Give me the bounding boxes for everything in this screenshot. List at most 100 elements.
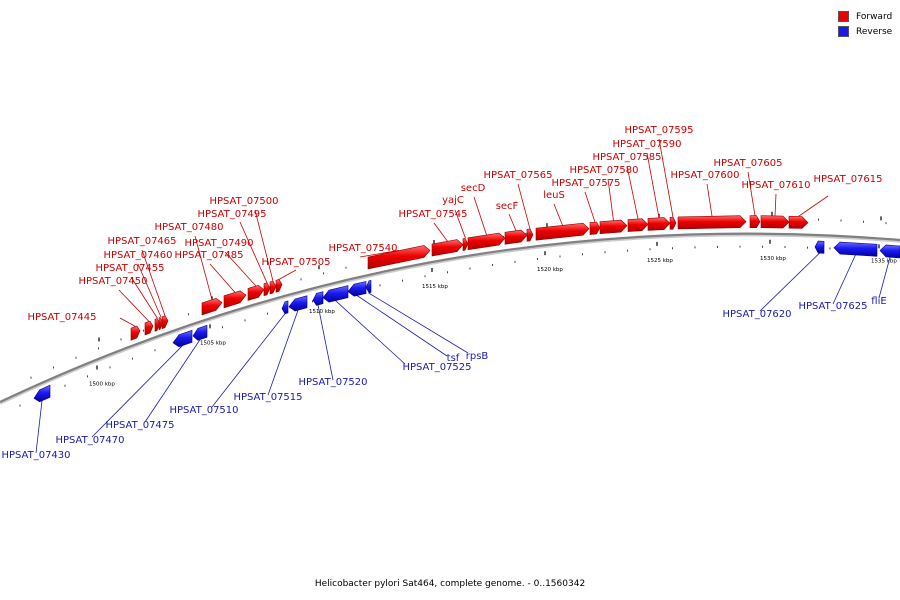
reverse-gene-arrow (322, 285, 349, 303)
gene-label: HPSAT_07525 (402, 362, 471, 373)
gene-label: HPSAT_07470 (55, 435, 124, 446)
gene-label: HPSAT_07575 (551, 178, 620, 189)
gene-labels: HPSAT_07445 HPSAT_07450 HPSAT_07455 HPSAT_0… (1, 125, 886, 461)
forward-gene-arrow (788, 215, 809, 229)
leader-line (553, 203, 563, 226)
tick-label: 1530 kbp (760, 256, 786, 262)
forward-gene-arrow (269, 280, 277, 295)
forward-gene-arrow (144, 320, 154, 336)
gene-label: HPSAT_07595 (624, 125, 693, 136)
gene-label: HPSAT_07600 (670, 170, 739, 181)
leader-line (473, 196, 487, 236)
forward-gene-arrow (467, 232, 506, 251)
leader-line (747, 171, 756, 216)
forward-gene-arrow (760, 215, 790, 229)
forward-gene-arrow (367, 245, 431, 270)
leader-line (239, 221, 268, 283)
leader-line (759, 252, 820, 312)
gene-label: HPSAT_07495 (197, 209, 266, 220)
forward-gene-arrow (201, 298, 223, 316)
gene-label: yajC (442, 195, 464, 206)
leader-line (359, 249, 400, 258)
gene-label: HPSAT_07455 (95, 263, 164, 274)
gene-label: secD (461, 183, 486, 194)
gene-label: HPSAT_07490 (184, 238, 253, 249)
leader-line (584, 191, 596, 223)
gene-label: HPSAT_07625 (798, 301, 867, 312)
reverse-gene-arrow (172, 329, 193, 348)
gene-label: HPSAT_07605 (713, 158, 782, 169)
forward-gene-arrow (535, 222, 590, 241)
legend-item-reverse: Reverse (838, 24, 892, 39)
forward-gene-arrow (677, 215, 747, 230)
forward-gene-arrow (589, 221, 601, 235)
leader-line (832, 254, 856, 305)
gene-label: HPSAT_07515 (233, 392, 302, 403)
reverse-gene-arrow (192, 324, 208, 341)
reverse-swatch (838, 26, 849, 37)
gene-label: HPSAT_07460 (103, 250, 172, 261)
forward-gene-arrow (627, 218, 649, 232)
forward-gene-arrow (647, 217, 671, 231)
gene-label: HPSAT_07585 (592, 152, 661, 163)
gene-label: HPSAT_07510 (169, 405, 238, 416)
leader-line (368, 292, 469, 354)
backbone (0, 232, 900, 403)
forward-gene-arrow (599, 219, 628, 235)
forward-gene-arrow (749, 215, 761, 228)
leader-line (774, 193, 777, 216)
leader-line (607, 178, 614, 221)
gene-label: HPSAT_07590 (612, 139, 681, 150)
forward-gene-arrow (431, 239, 464, 257)
gene-label: HPSAT_07565 (483, 170, 552, 181)
gene-label: secF (496, 201, 519, 212)
gene-label: fliE (871, 296, 886, 307)
reverse-gene-arrow (347, 281, 367, 297)
gene-label: HPSAT_07520 (298, 377, 367, 388)
gene-label: HPSAT_07580 (569, 165, 638, 176)
leader-line (224, 251, 257, 287)
leader-line (508, 213, 517, 231)
leader-line (130, 276, 158, 319)
forward-gene-arrow (669, 216, 677, 230)
reverse-gene-arrow (814, 240, 825, 254)
gene-label: HPSAT_07615 (813, 174, 882, 185)
tick-label: 1505 kbp (200, 340, 226, 346)
leader-line (433, 222, 448, 242)
gene-label: HPSAT_07475 (105, 420, 174, 431)
leader-line (254, 209, 274, 282)
gene-label: HPSAT_07540 (328, 243, 397, 254)
leader-line (118, 289, 150, 322)
forward-gene-arrow (462, 237, 469, 251)
tick-label: 1515 kbp (422, 284, 448, 290)
leader-line (35, 400, 43, 454)
gene-label: HPSAT_07445 (27, 312, 96, 323)
gene-label: rpsB (466, 351, 489, 362)
forward-swatch (838, 11, 849, 22)
map-caption: Helicobacter pylori Sat464, complete gen… (314, 579, 586, 589)
forward-gene-arrow (158, 317, 164, 331)
leader-line (454, 209, 466, 239)
legend: Forward Reverse (838, 9, 892, 39)
leader-line (194, 235, 213, 300)
reverse-gene-arrow (879, 244, 900, 259)
label-leader-lines (35, 138, 891, 454)
gene-label: leuS (543, 190, 565, 201)
reverse-gene-arrow (288, 295, 308, 312)
gene-label: HPSAT_07430 (1, 450, 70, 461)
leader-line (626, 165, 639, 220)
leader-line (209, 263, 236, 293)
tick-label: 1500 kbp (89, 382, 115, 388)
leader-line (646, 152, 660, 218)
leader-line (137, 263, 162, 318)
forward-gene-arrow (130, 325, 141, 341)
leader-line (878, 257, 891, 299)
gene-label: HPSAT_07485 (174, 250, 243, 261)
gene-label: HPSAT_07465 (107, 236, 176, 247)
leader-line (144, 339, 201, 423)
leader-line (211, 313, 286, 408)
gene-features (33, 215, 900, 403)
tick-label: 1535 kbp (871, 258, 897, 264)
gene-label: HPSAT_07480 (154, 222, 223, 233)
